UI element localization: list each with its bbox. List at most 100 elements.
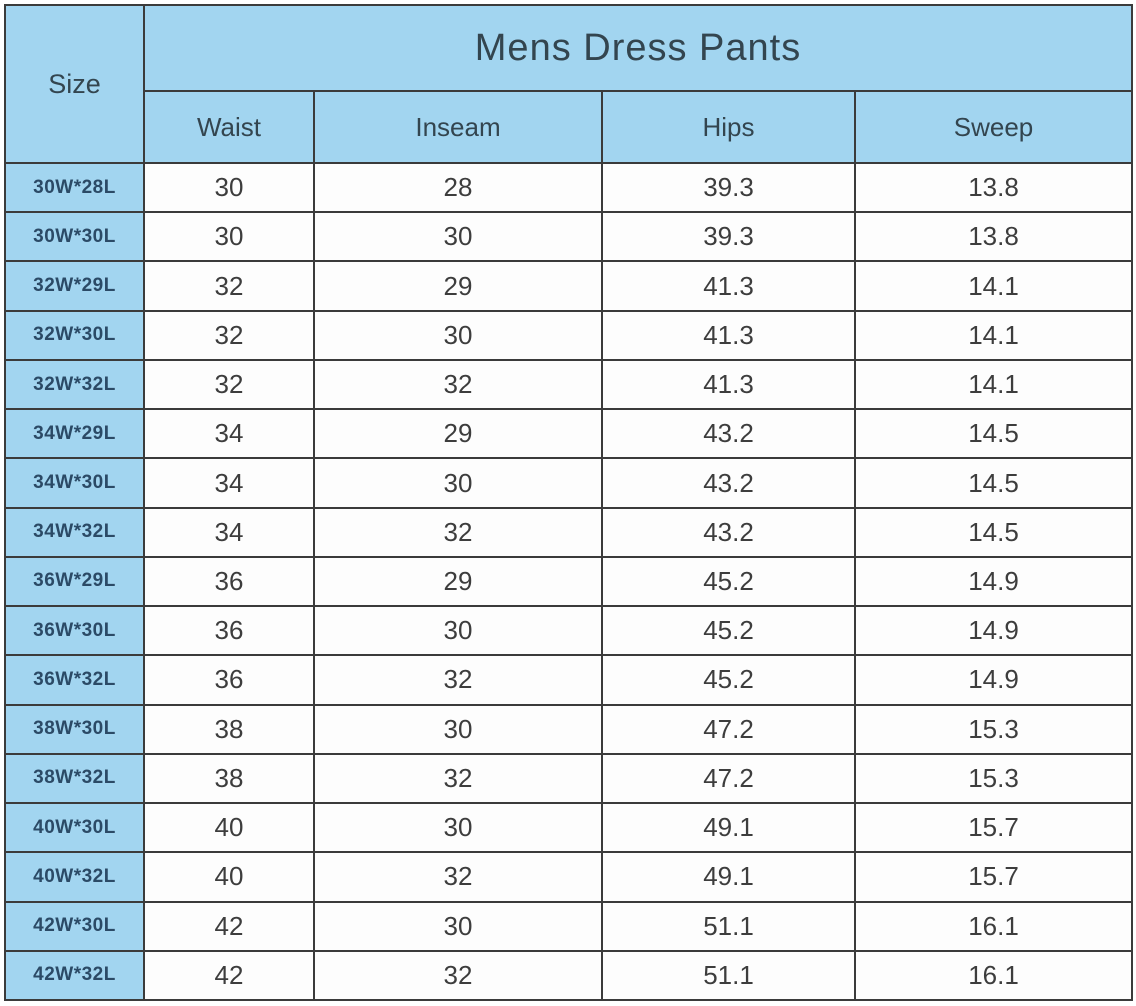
waist-cell: 40: [143, 802, 315, 854]
sweep-cell: 14.5: [853, 457, 1134, 509]
waist-cell: 40: [143, 851, 315, 903]
size-cell: 30W*30L: [4, 211, 145, 263]
table-row: 34W*30L 34 30 43.2 14.5: [4, 457, 1134, 509]
waist-cell: 36: [143, 555, 315, 608]
sweep-cell: 14.9: [853, 605, 1134, 657]
table-row: 40W*30L 40 30 49.1 15.7: [4, 802, 1134, 854]
sweep-cell: 15.3: [853, 752, 1134, 805]
table-row: 32W*32L 32 32 41.3 14.1: [4, 358, 1134, 411]
hips-cell: 45.2: [601, 654, 856, 706]
hips-cell: 47.2: [601, 703, 856, 755]
size-cell: 38W*30L: [4, 703, 145, 755]
col-header-hips: Hips: [601, 90, 856, 164]
size-cell: 34W*30L: [4, 457, 145, 509]
inseam-cell: 30: [313, 211, 603, 263]
sweep-cell: 14.1: [853, 358, 1134, 411]
table-row: 38W*30L 38 30 47.2 15.3: [4, 703, 1134, 755]
waist-cell: 42: [143, 900, 315, 952]
col-header-sweep: Sweep: [853, 90, 1134, 164]
table-row: 42W*30L 42 30 51.1 16.1: [4, 900, 1134, 952]
table-row: 42W*32L 42 32 51.1 16.1: [4, 949, 1134, 1002]
hips-cell: 45.2: [601, 555, 856, 608]
waist-cell: 32: [143, 358, 315, 411]
table-row: 36W*32L 36 32 45.2 14.9: [4, 654, 1134, 706]
inseam-cell: 30: [313, 309, 603, 361]
size-cell: 32W*30L: [4, 309, 145, 361]
waist-cell: 30: [143, 211, 315, 263]
table-row: 36W*30L 36 30 45.2 14.9: [4, 605, 1134, 657]
sweep-cell: 16.1: [853, 949, 1134, 1002]
table-row: 38W*32L 38 32 47.2 15.3: [4, 752, 1134, 805]
waist-cell: 42: [143, 949, 315, 1002]
waist-cell: 34: [143, 408, 315, 460]
sweep-cell: 15.7: [853, 802, 1134, 854]
hips-cell: 43.2: [601, 457, 856, 509]
hips-cell: 41.3: [601, 260, 856, 312]
hips-cell: 41.3: [601, 309, 856, 361]
table-row: 40W*32L 40 32 49.1 15.7: [4, 851, 1134, 903]
hips-cell: 43.2: [601, 408, 856, 460]
inseam-cell: 32: [313, 949, 603, 1002]
table-row: 32W*30L 32 30 41.3 14.1: [4, 309, 1134, 361]
waist-cell: 32: [143, 309, 315, 361]
size-chart-table: Size Mens Dress Pants Waist Inseam Hips …: [4, 4, 1134, 1002]
sweep-cell: 13.8: [853, 211, 1134, 263]
title-row: Size Mens Dress Pants: [4, 4, 1134, 164]
waist-cell: 38: [143, 752, 315, 805]
size-cell: 34W*32L: [4, 506, 145, 558]
sweep-cell: 15.3: [853, 703, 1134, 755]
inseam-cell: 30: [313, 457, 603, 509]
table-row: 34W*32L 34 32 43.2 14.5: [4, 506, 1134, 558]
table-title: Mens Dress Pants: [142, 4, 1134, 92]
waist-cell: 34: [143, 506, 315, 558]
table-row: 36W*29L 36 29 45.2 14.9: [4, 555, 1134, 608]
inseam-cell: 32: [313, 752, 603, 805]
inseam-cell: 32: [313, 851, 603, 903]
hips-cell: 51.1: [601, 949, 856, 1002]
hips-cell: 51.1: [601, 900, 856, 952]
sweep-cell: 13.8: [853, 161, 1134, 214]
size-cell: 32W*29L: [4, 260, 145, 312]
sweep-cell: 14.9: [853, 555, 1134, 608]
size-cell: 42W*30L: [4, 900, 145, 952]
size-cell: 30W*28L: [4, 161, 145, 214]
sweep-cell: 15.7: [853, 851, 1134, 903]
waist-cell: 38: [143, 703, 315, 755]
inseam-cell: 30: [313, 605, 603, 657]
col-header-inseam: Inseam: [313, 90, 603, 164]
size-cell: 42W*32L: [4, 949, 145, 1002]
inseam-cell: 29: [313, 408, 603, 460]
hips-cell: 49.1: [601, 851, 856, 903]
sweep-cell: 14.1: [853, 260, 1134, 312]
waist-cell: 32: [143, 260, 315, 312]
hips-cell: 39.3: [601, 161, 856, 214]
inseam-cell: 32: [313, 654, 603, 706]
subheader-row: Waist Inseam Hips Sweep: [5, 90, 1134, 164]
size-cell: 36W*29L: [4, 555, 145, 608]
waist-cell: 34: [143, 457, 315, 509]
table-row: 30W*30L 30 30 39.3 13.8: [4, 211, 1134, 263]
sweep-cell: 14.1: [853, 309, 1134, 361]
size-cell: 32W*32L: [4, 358, 145, 411]
col-header-waist: Waist: [143, 90, 315, 164]
sweep-cell: 14.5: [853, 408, 1134, 460]
sweep-cell: 14.9: [853, 654, 1134, 706]
waist-cell: 30: [143, 161, 315, 214]
size-cell: 40W*32L: [4, 851, 145, 903]
sweep-cell: 14.5: [853, 506, 1134, 558]
inseam-cell: 29: [313, 555, 603, 608]
inseam-cell: 29: [313, 260, 603, 312]
hips-cell: 43.2: [601, 506, 856, 558]
inseam-cell: 32: [313, 358, 603, 411]
inseam-cell: 32: [313, 506, 603, 558]
inseam-cell: 28: [313, 161, 603, 214]
waist-cell: 36: [143, 605, 315, 657]
hips-cell: 41.3: [601, 358, 856, 411]
inseam-cell: 30: [313, 900, 603, 952]
table-row: 32W*29L 32 29 41.3 14.1: [4, 260, 1134, 312]
size-cell: 38W*32L: [4, 752, 145, 805]
size-cell: 40W*30L: [4, 802, 145, 854]
size-cell: 36W*32L: [4, 654, 145, 706]
size-column-header: Size: [4, 4, 145, 164]
